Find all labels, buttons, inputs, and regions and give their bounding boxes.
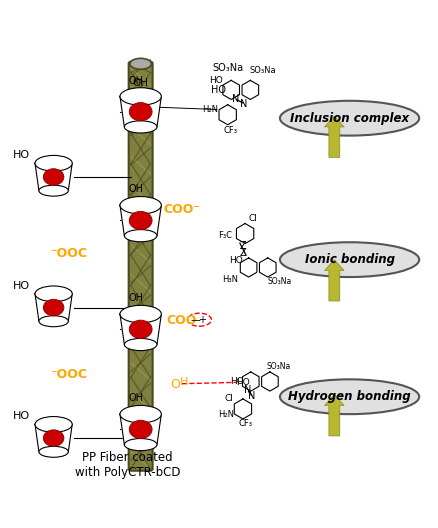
Ellipse shape — [35, 417, 72, 432]
Ellipse shape — [43, 169, 64, 185]
Text: HO: HO — [212, 85, 226, 95]
Text: COO⁻: COO⁻ — [163, 203, 201, 216]
Ellipse shape — [120, 406, 161, 423]
Text: +: + — [198, 315, 206, 325]
Text: HO: HO — [230, 377, 244, 386]
Text: OH: OH — [129, 393, 144, 403]
FancyArrow shape — [325, 116, 344, 157]
Ellipse shape — [129, 320, 152, 338]
Polygon shape — [120, 414, 161, 445]
Text: ⁻OOC: ⁻OOC — [50, 369, 87, 382]
Text: OH: OH — [133, 78, 148, 88]
Ellipse shape — [35, 286, 72, 301]
Text: HO: HO — [13, 150, 30, 160]
Text: —: — — [190, 315, 200, 325]
FancyArrow shape — [325, 260, 344, 301]
FancyArrow shape — [325, 394, 344, 436]
Ellipse shape — [124, 121, 157, 133]
Text: HO: HO — [13, 411, 30, 421]
Ellipse shape — [124, 230, 157, 242]
Ellipse shape — [129, 420, 152, 439]
Ellipse shape — [39, 185, 68, 196]
Text: H₂N: H₂N — [202, 105, 218, 114]
Ellipse shape — [120, 196, 161, 214]
Text: H₃N: H₃N — [223, 275, 239, 284]
Ellipse shape — [129, 211, 152, 230]
Text: HO: HO — [210, 76, 223, 85]
Ellipse shape — [43, 299, 64, 316]
Text: SO₃Na: SO₃Na — [250, 65, 276, 74]
Ellipse shape — [124, 338, 157, 351]
Text: SO₃Na: SO₃Na — [212, 63, 243, 73]
Text: Z: Z — [240, 248, 246, 258]
Text: N: N — [240, 99, 247, 109]
Text: O: O — [170, 379, 180, 391]
Ellipse shape — [39, 446, 68, 457]
Text: Inclusion complex: Inclusion complex — [290, 112, 409, 125]
Text: F₃C: F₃C — [218, 231, 232, 240]
Text: N: N — [244, 385, 252, 395]
Polygon shape — [35, 425, 72, 452]
Ellipse shape — [187, 313, 212, 326]
Ellipse shape — [130, 59, 152, 69]
Text: Cl: Cl — [248, 214, 257, 223]
Text: SO₃Na: SO₃Na — [268, 277, 292, 286]
Text: Hydrogen bonding: Hydrogen bonding — [288, 390, 411, 403]
Ellipse shape — [124, 439, 157, 451]
Polygon shape — [120, 314, 161, 344]
Text: H₂N: H₂N — [218, 410, 234, 419]
Ellipse shape — [120, 88, 161, 105]
Ellipse shape — [35, 155, 72, 171]
Polygon shape — [35, 294, 72, 321]
Polygon shape — [35, 163, 72, 191]
FancyBboxPatch shape — [129, 62, 152, 471]
Ellipse shape — [43, 430, 64, 446]
Polygon shape — [120, 205, 161, 235]
Text: ⁻OOC: ⁻OOC — [50, 247, 87, 260]
Ellipse shape — [280, 101, 419, 136]
Text: N: N — [232, 93, 239, 103]
Text: HO: HO — [237, 378, 250, 387]
Text: Cl: Cl — [225, 394, 233, 403]
Text: SO₃Na: SO₃Na — [267, 362, 291, 371]
Text: H: H — [180, 376, 188, 386]
Text: Z: Z — [240, 241, 246, 251]
Text: OH: OH — [129, 293, 144, 303]
Ellipse shape — [39, 316, 68, 327]
Text: PP Fiber coated
with PolyCTR-bCD: PP Fiber coated with PolyCTR-bCD — [75, 451, 180, 479]
Ellipse shape — [280, 379, 419, 414]
Ellipse shape — [129, 102, 152, 121]
Text: HO: HO — [13, 281, 30, 291]
Text: N: N — [248, 391, 256, 401]
Text: Ionic bonding: Ionic bonding — [304, 253, 395, 266]
Text: COO: COO — [167, 314, 197, 327]
Text: CF₃: CF₃ — [224, 126, 238, 135]
Text: OH: OH — [129, 184, 144, 194]
Text: HO: HO — [229, 256, 243, 265]
Text: OH: OH — [129, 76, 144, 86]
Polygon shape — [120, 97, 161, 127]
Ellipse shape — [120, 305, 161, 323]
Ellipse shape — [280, 242, 419, 277]
Text: CF₃: CF₃ — [238, 419, 252, 428]
